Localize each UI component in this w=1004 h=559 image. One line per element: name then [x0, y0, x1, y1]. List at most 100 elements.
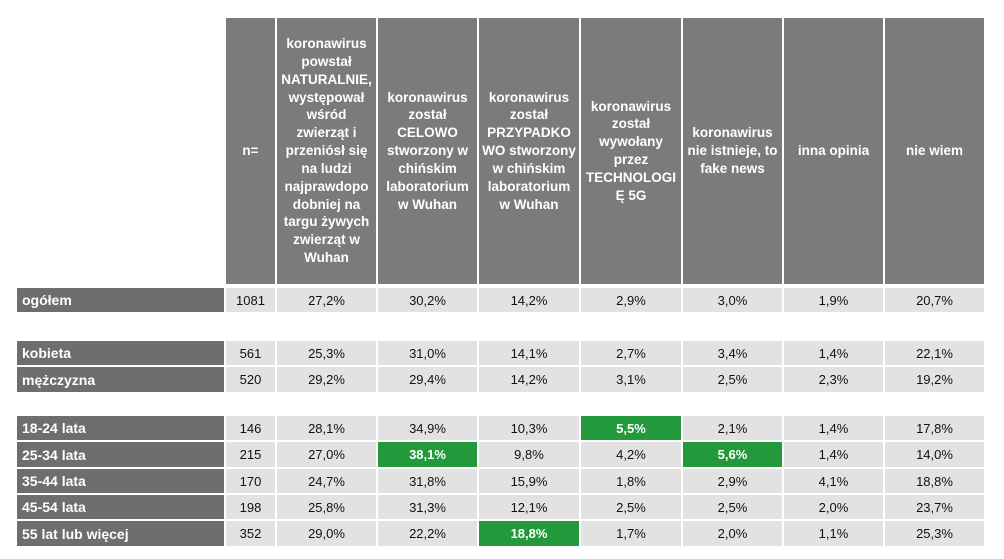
- table-cell: 28,1%: [277, 416, 376, 440]
- table-cell-text: 10,3%: [510, 420, 548, 436]
- highlighted-cell-text: 38,1%: [409, 447, 446, 462]
- table-cell: 19,2%: [885, 367, 984, 392]
- column-header-4: koronawirus został wywołany przez TECHNO…: [581, 18, 681, 284]
- highlighted-cell-text: 18,8%: [510, 526, 548, 541]
- table-cell-text: 29,0%: [308, 526, 345, 541]
- table-cell-text: 1,1%: [818, 526, 849, 541]
- table-cell-text: 22,1%: [916, 345, 953, 361]
- table-cell: 3,4%: [683, 341, 782, 365]
- row-n-value-text: 146: [239, 420, 262, 436]
- table-cell: 20,7%: [885, 288, 984, 312]
- table-cell: 22,2%: [378, 521, 477, 546]
- table-cell: 1,4%: [784, 341, 883, 365]
- table-cell: 2,9%: [581, 288, 681, 312]
- table-cell: 24,7%: [277, 469, 376, 493]
- row-n-value-text: 1081: [236, 292, 265, 308]
- table-cell: 2,5%: [683, 367, 782, 392]
- row-label: mężczyzna: [17, 367, 224, 392]
- table-cell: 25,8%: [277, 495, 376, 519]
- table-cell-text: 31,3%: [409, 499, 446, 515]
- column-header-1-text: koronawirus powstał NATURALNIE, występow…: [281, 36, 372, 265]
- table-cell-text: 9,8%: [514, 447, 544, 462]
- table-cell: 1,8%: [581, 469, 681, 493]
- table-cell: 1,4%: [784, 442, 883, 467]
- column-header-3: koronawirus został PRZYPADKO WO stworzon…: [479, 18, 579, 284]
- table-cell-text: 4,1%: [818, 473, 849, 489]
- row-label-text: 55 lat lub więcej: [22, 525, 129, 542]
- column-header-7: nie wiem: [885, 18, 984, 284]
- highlighted-cell-text: 5,5%: [616, 420, 646, 436]
- table-cell-text: 30,2%: [409, 292, 446, 308]
- row-n-value-text: 215: [239, 447, 262, 462]
- table-cell-text: 29,2%: [308, 372, 345, 387]
- table-cell: 1,7%: [581, 521, 681, 546]
- table-cell: 34,9%: [378, 416, 477, 440]
- table-cell: 2,0%: [683, 521, 782, 546]
- row-label-text: ogółem: [22, 292, 72, 308]
- table-cell: 14,1%: [479, 341, 579, 365]
- table-cell-text: 14,2%: [510, 372, 548, 387]
- table-cell-text: 2,7%: [616, 345, 646, 361]
- row-n-value: 352: [226, 521, 275, 546]
- row-n-value-text: 561: [239, 345, 262, 361]
- table-cell-text: 2,0%: [818, 499, 849, 515]
- row-label-text: 35-44 lata: [22, 473, 86, 489]
- highlighted-cell: 18,8%: [479, 521, 579, 546]
- table-cell: 2,9%: [683, 469, 782, 493]
- table-cell: 17,8%: [885, 416, 984, 440]
- row-n-value-text: 170: [239, 473, 262, 489]
- row-n-value-text: 352: [239, 526, 262, 541]
- column-header-5: koronawirus nie istnieje, to fake news: [683, 18, 782, 284]
- column-header-6-text: inna opinia: [797, 143, 870, 159]
- table-cell-text: 24,7%: [308, 473, 345, 489]
- row-label: ogółem: [17, 288, 224, 312]
- table-cell-text: 27,2%: [308, 292, 345, 308]
- table-cell-text: 29,4%: [409, 372, 446, 387]
- table-cell-text: 2,9%: [717, 473, 748, 489]
- table-cell: 31,8%: [378, 469, 477, 493]
- table-cell: 1,9%: [784, 288, 883, 312]
- highlighted-cell-text: 5,6%: [717, 447, 748, 462]
- row-n-value: 520: [226, 367, 275, 392]
- table-cell-text: 3,0%: [717, 292, 748, 308]
- table-cell: 2,3%: [784, 367, 883, 392]
- row-label: 35-44 lata: [17, 469, 224, 493]
- row-label-text: kobieta: [22, 345, 72, 361]
- highlighted-cell: 5,6%: [683, 442, 782, 467]
- highlighted-cell: 38,1%: [378, 442, 477, 467]
- table-cell-text: 25,3%: [916, 526, 953, 541]
- table-cell: 12,1%: [479, 495, 579, 519]
- row-label: 55 lat lub więcej: [17, 521, 224, 546]
- table-cell-text: 25,3%: [308, 345, 345, 361]
- table-cell: 14,2%: [479, 288, 579, 312]
- table-cell: 29,2%: [277, 367, 376, 392]
- column-header-2: koronawirus został CELOWO stworzony w ch…: [378, 18, 477, 284]
- table-cell-text: 2,1%: [717, 420, 748, 436]
- row-label: 45-54 lata: [17, 495, 224, 519]
- table-cell-text: 15,9%: [510, 473, 548, 489]
- table-cell-text: 3,1%: [616, 372, 646, 387]
- table-cell-text: 1,8%: [616, 473, 646, 489]
- table-cell-text: 1,4%: [818, 447, 849, 462]
- row-n-value: 198: [226, 495, 275, 519]
- table-cell-text: 22,2%: [409, 526, 446, 541]
- table-cell: 10,3%: [479, 416, 579, 440]
- row-n-value: 146: [226, 416, 275, 440]
- table-cell-text: 34,9%: [409, 420, 446, 436]
- row-label: 25-34 lata: [17, 442, 224, 467]
- row-label: kobieta: [17, 341, 224, 365]
- column-header-2-text: koronawirus został CELOWO stworzony w ch…: [386, 89, 469, 212]
- column-header-5-text: koronawirus nie istnieje, to fake news: [687, 125, 778, 176]
- table-cell-text: 14,0%: [916, 447, 953, 462]
- table-cell-text: 31,8%: [409, 473, 446, 489]
- table-cell-text: 20,7%: [916, 292, 953, 308]
- table-cell-text: 2,3%: [818, 372, 849, 387]
- table-cell-text: 2,5%: [717, 499, 748, 515]
- table-cell: 29,4%: [378, 367, 477, 392]
- header-n: n=: [226, 18, 275, 284]
- row-label: 18-24 lata: [17, 416, 224, 440]
- table-cell-text: 2,9%: [616, 292, 646, 308]
- column-header-7-text: nie wiem: [905, 143, 964, 159]
- table-cell: 18,8%: [885, 469, 984, 493]
- table-cell: 30,2%: [378, 288, 477, 312]
